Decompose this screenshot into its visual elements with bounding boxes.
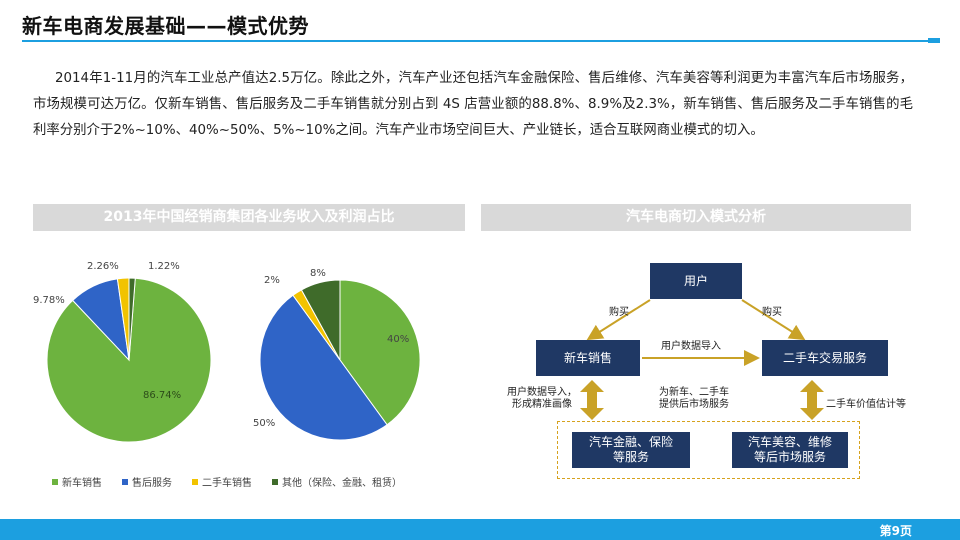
pie1-label-3: 1.22% bbox=[148, 261, 180, 272]
legend-other: 其他（保险、金融、租赁） bbox=[272, 474, 402, 489]
intro-paragraph: 2014年1-11月的汽车工业总产值达2.5万亿。除此之外，汽车产业还包括汽车金… bbox=[33, 71, 913, 138]
footer-bar bbox=[0, 519, 960, 540]
pie2-slice-1 bbox=[259, 294, 388, 441]
diagram-arrows bbox=[580, 299, 824, 420]
legend-after-sales: 售后服务 bbox=[122, 474, 172, 489]
node-user: 用户 bbox=[650, 263, 742, 299]
legend-swatch-other bbox=[272, 478, 278, 485]
after-market-frame bbox=[557, 421, 860, 479]
chart-legend: 新车销售 售后服务 二手车销售 其他（保险、金融、租赁） bbox=[52, 474, 402, 489]
legend-label: 售后服务 bbox=[132, 478, 172, 489]
pie2-label-1: 50% bbox=[253, 418, 275, 429]
arrow-new-bidirectional bbox=[580, 380, 604, 420]
legend-label: 其他（保险、金融、租赁） bbox=[282, 478, 402, 489]
legend-label: 二手车销售 bbox=[202, 478, 252, 489]
title-underline bbox=[22, 38, 940, 43]
pie-chart-header: 2013年中国经销商集团各业务收入及利润占比 bbox=[33, 204, 465, 231]
page-number: 第9页 bbox=[879, 524, 912, 538]
slide-title: 新车电商发展基础——模式优势 bbox=[22, 14, 309, 38]
pie2-label-2: 2% bbox=[264, 275, 280, 286]
node-used-car-service: 二手车交易服务 bbox=[762, 340, 888, 376]
pie2-label-0: 40% bbox=[387, 334, 409, 345]
legend-new-car: 新车销售 bbox=[52, 474, 102, 489]
legend-swatch-used-car bbox=[192, 478, 198, 485]
pie1-label-1: 9.78% bbox=[33, 295, 65, 306]
label-buy-left: 购买 bbox=[609, 307, 629, 318]
legend-swatch-new-car bbox=[52, 478, 58, 485]
pie2-label-3: 8% bbox=[310, 268, 326, 279]
arrow-used-bidirectional bbox=[800, 380, 824, 420]
legend-swatch-after-sales bbox=[122, 478, 128, 485]
node-new-car-sales: 新车销售 bbox=[536, 340, 640, 376]
arrow-user-to-new bbox=[586, 299, 651, 341]
label-data-import: 用户数据导入 bbox=[661, 341, 721, 352]
label-buy-right: 购买 bbox=[762, 307, 782, 318]
label-data-profile: 用户数据导入， 形成精准画像 bbox=[507, 387, 577, 410]
label-after-market: 为新车、二手车 提供后市场服务 bbox=[659, 387, 729, 410]
node-finance-insurance: 汽车金融、保险 等服务 bbox=[572, 432, 690, 468]
pie-charts: 86.74% 9.78% 2.26% 1.22% 40% 50% 2% 8% bbox=[33, 261, 421, 443]
label-used-estimate: 二手车价值估计等 bbox=[826, 399, 906, 410]
pie2-slice-3 bbox=[300, 279, 341, 361]
model-analysis-header: 汽车电商切入模式分析 bbox=[481, 204, 911, 231]
arrow-user-to-used bbox=[741, 299, 806, 341]
node-beauty-repair: 汽车美容、维修 等后市场服务 bbox=[732, 432, 848, 468]
pie1-label-2: 2.26% bbox=[87, 261, 119, 272]
legend-label: 新车销售 bbox=[62, 478, 102, 489]
pie1-label-0: 86.74% bbox=[143, 390, 181, 401]
pie1-slice-3 bbox=[128, 277, 136, 361]
pie2-slice-0 bbox=[339, 279, 421, 426]
legend-used-car: 二手车销售 bbox=[192, 474, 252, 489]
